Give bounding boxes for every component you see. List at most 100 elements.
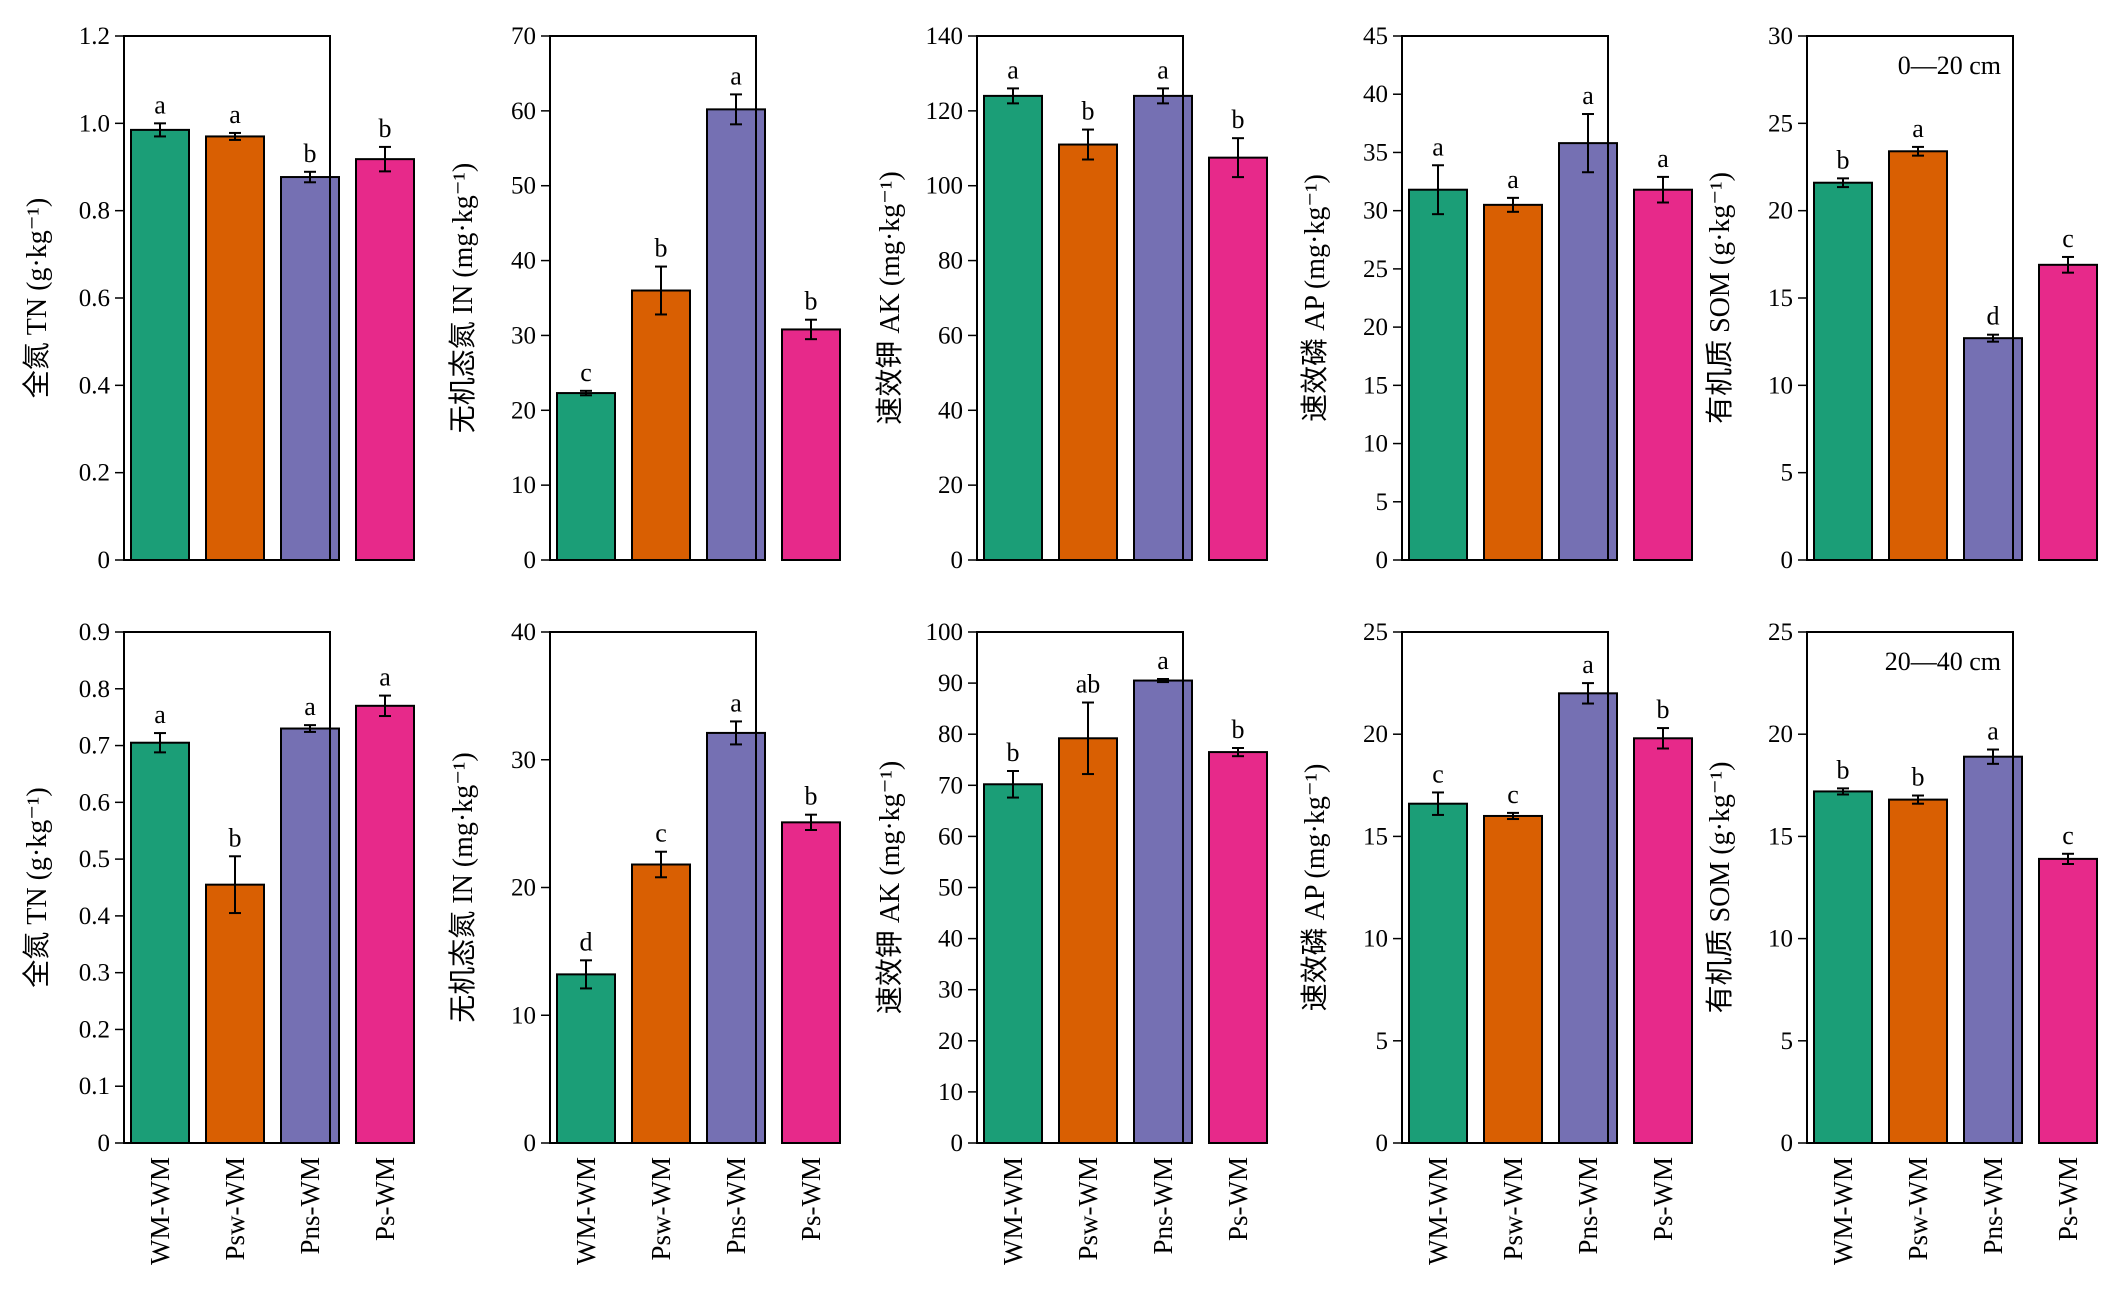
x-category-label: Psw-WM (1073, 1157, 1103, 1261)
y-axis-label: 无机态氮 IN (mg·kg⁻¹) (447, 752, 479, 1022)
panel-7: 0 10 20 30 40 d WM-WM c Psw-WM a Pns-WM b Ps-WM 无机态氮 … (447, 619, 841, 1265)
y-tick-label: 140 (926, 23, 964, 50)
y-tick-label: 10 (1768, 372, 1793, 399)
x-category-label: Psw-WM (220, 1157, 250, 1261)
plot-frame (1401, 631, 1609, 1144)
bar-wm-wm (1408, 188, 1468, 561)
y-tick-label: 1.2 (79, 23, 110, 50)
depth-annotation: 20—40 cm (1885, 647, 2001, 676)
y-tick-label: 0 (951, 547, 964, 574)
bar-ps-wm (2038, 857, 2098, 1144)
significance-letter: c (1432, 759, 1444, 788)
y-tick-label: 15 (1768, 823, 1793, 850)
plot-frame (1806, 35, 2014, 561)
y-tick-label: 30 (938, 977, 963, 1004)
error-bar (1987, 333, 1999, 343)
y-tick-label: 10 (511, 472, 536, 499)
y-tick-label: 30 (511, 322, 536, 349)
x-category-label: Ps-WM (1223, 1157, 1253, 1241)
bar-ps-wm (1208, 156, 1268, 561)
significance-letter: b (1232, 105, 1245, 134)
error-bar (1007, 769, 1019, 799)
error-bar (805, 813, 817, 832)
y-tick-label: 0.3 (79, 960, 110, 987)
error-bar (655, 265, 667, 316)
bar-wm-wm (130, 128, 190, 561)
x-category-label: Ps-WM (2053, 1157, 2083, 1241)
y-axis-label: 速效钾 AK (mg·kg⁻¹) (874, 171, 906, 424)
bar-ps-wm (1633, 737, 1693, 1145)
y-tick-label: 0.7 (79, 733, 110, 760)
y-axis-label: 全氮 TN (g·kg⁻¹) (21, 787, 53, 987)
y-tick-label: 0.5 (79, 846, 110, 873)
error-bar (805, 318, 817, 341)
error-bar (154, 122, 166, 138)
error-bar (1232, 746, 1244, 758)
plot-frame (976, 631, 1184, 1144)
significance-letter: b (229, 823, 242, 852)
y-tick-label: 40 (511, 248, 536, 275)
bar-ps-wm (355, 704, 415, 1144)
error-bar (730, 720, 742, 746)
x-category-label: Psw-WM (646, 1157, 676, 1261)
panel-6: 0 0.1 0.2 0.3 0.4 0.5 0.6 0.7 0.8 0.9 a WM-WM b Psw-W… (21, 619, 415, 1265)
significance-letter: b (379, 114, 392, 143)
significance-letter: b (1837, 755, 1850, 784)
depth-annotation: 0—20 cm (1898, 51, 2001, 80)
panel-4: 0 5 10 15 20 25 30 35 40 45 a a a a 速效磷 AP (mg·kg⁻¹) (1299, 23, 1693, 574)
y-tick-label: 0.4 (79, 372, 111, 399)
y-tick-label: 0.4 (79, 903, 111, 930)
significance-letter: b (1232, 715, 1245, 744)
y-axis-label: 有机质 SOM (g·kg⁻¹) (1704, 172, 1736, 424)
y-tick-label: 0.2 (79, 460, 110, 487)
y-tick-label: 5 (1781, 1028, 1794, 1055)
bar-ps-wm (1633, 188, 1693, 561)
error-bar (379, 694, 391, 718)
y-tick-label: 70 (511, 23, 536, 50)
error-bar (1082, 128, 1094, 161)
error-bar (304, 724, 316, 733)
y-tick-label: 50 (511, 173, 536, 200)
y-tick-label: 1.0 (79, 110, 110, 137)
error-bar (1912, 794, 1924, 805)
y-tick-label: 90 (938, 670, 963, 697)
error-bar (1657, 175, 1669, 204)
significance-letter: c (580, 358, 592, 387)
bar-psw-wm (1888, 150, 1948, 561)
y-axis-label: 速效钾 AK (mg·kg⁻¹) (874, 761, 906, 1014)
significance-letter: a (154, 90, 166, 119)
y-tick-label: 0 (524, 547, 537, 574)
bar-wm-wm (1408, 802, 1468, 1144)
significance-letter: a (1507, 165, 1519, 194)
plot-frame (123, 35, 331, 561)
error-bar (379, 145, 391, 173)
y-tick-label: 25 (1768, 619, 1793, 646)
error-bar (1987, 748, 1999, 765)
panel-8: 0 10 20 30 40 50 60 70 80 90 100 b WM-WM ab Psw-WM a Pns… (874, 619, 1268, 1265)
error-bar (1432, 791, 1444, 816)
y-tick-label: 70 (938, 772, 963, 799)
y-tick-label: 0.6 (79, 789, 110, 816)
y-tick-label: 30 (1768, 23, 1793, 50)
x-category-label: Ps-WM (796, 1157, 826, 1241)
bar-wm-wm (556, 973, 616, 1144)
y-tick-label: 20 (1363, 314, 1388, 341)
error-bar (1157, 87, 1169, 105)
bar-psw-wm (1058, 737, 1118, 1145)
y-tick-label: 0 (98, 547, 111, 574)
significance-letter: b (1657, 695, 1670, 724)
y-tick-label: 10 (1768, 926, 1793, 953)
x-category-label: WM-WM (1828, 1157, 1858, 1265)
y-tick-label: 5 (1376, 489, 1389, 516)
plot-frame (123, 631, 331, 1144)
y-tick-label: 40 (511, 619, 536, 646)
y-axis-label: 有机质 SOM (g·kg⁻¹) (1704, 762, 1736, 1014)
significance-letter: a (379, 663, 391, 692)
significance-letter: c (2062, 821, 2074, 850)
error-bar (1157, 678, 1169, 684)
panel-10: 0 5 10 15 20 25 b WM-WM b Psw-WM a Pns-WM c Ps-WM 有机质 … (1704, 619, 2098, 1265)
bar-psw-wm (1483, 203, 1543, 561)
bar-psw-wm (631, 863, 691, 1144)
panel-2: 0 10 20 30 40 50 60 70 c b a b 无机态氮 IN (mg·kg⁻¹) (447, 23, 841, 574)
plot-frame (549, 35, 757, 561)
